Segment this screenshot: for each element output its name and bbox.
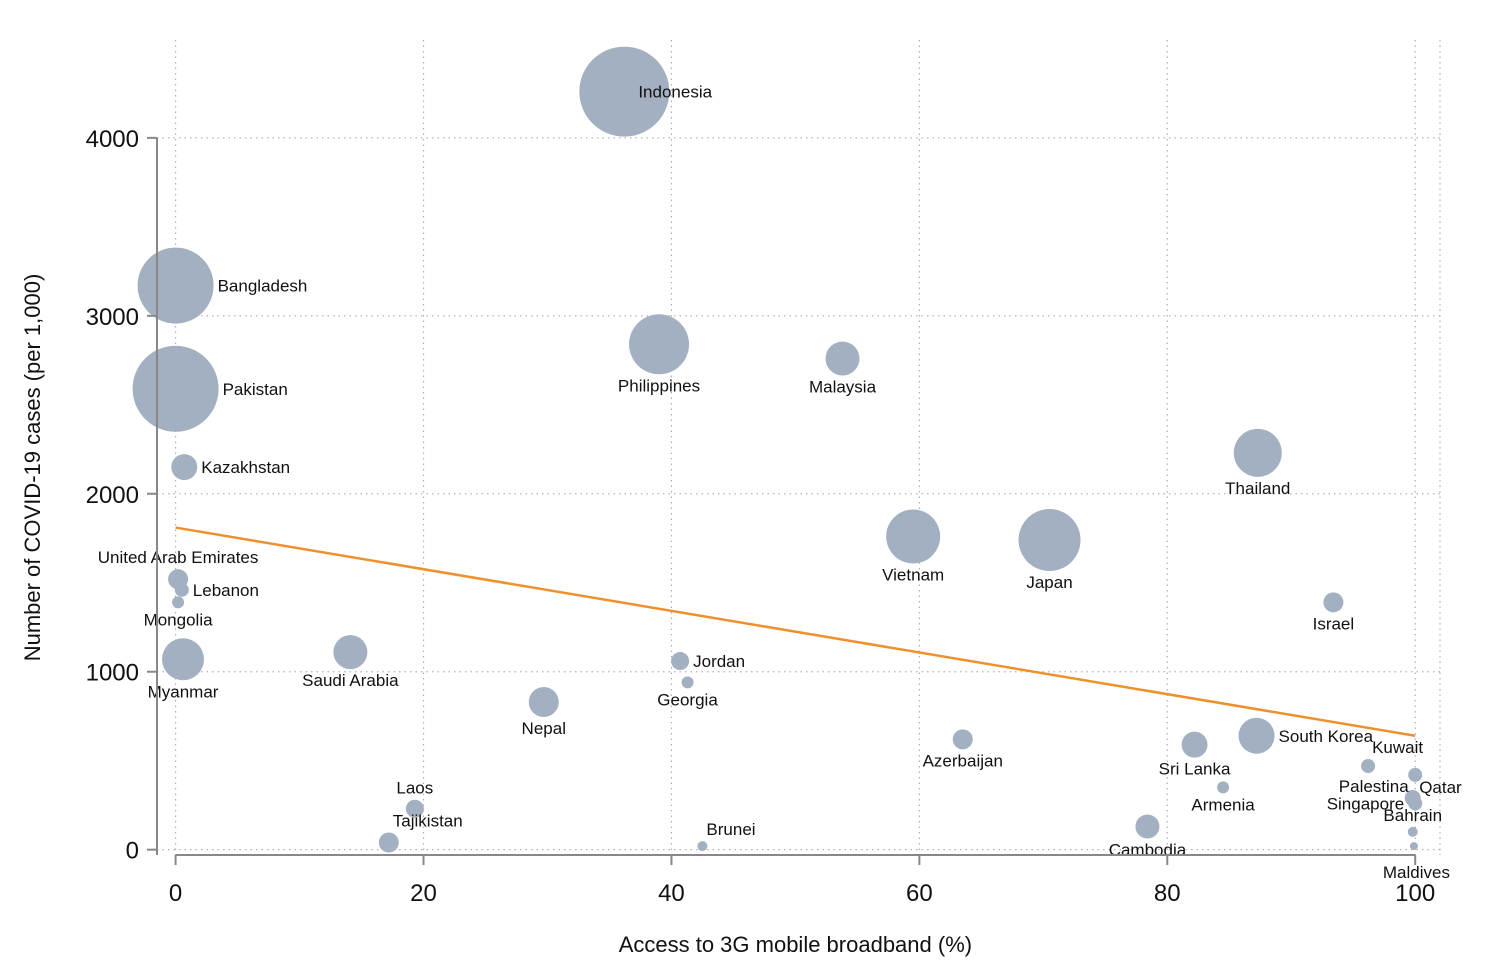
bubble-maldives <box>1409 842 1418 851</box>
bubble-label: Bahrain <box>1383 806 1442 825</box>
bubble-jordan <box>671 652 690 671</box>
bubble-label: Cambodia <box>1109 841 1187 860</box>
bubble-bangladesh <box>137 247 214 324</box>
bubble-label: South Korea <box>1279 727 1374 746</box>
bubble-georgia <box>681 676 694 689</box>
bubble-label: Qatar <box>1419 778 1462 797</box>
bubble-label: Pakistan <box>223 380 288 399</box>
bubble-saudi-arabia <box>333 635 368 670</box>
bubble-philippines <box>629 314 690 375</box>
x-tick-label: 60 <box>906 880 933 907</box>
bubble-tajikistan <box>378 832 399 853</box>
bubble-label: Saudi Arabia <box>302 671 399 690</box>
bubble-laos <box>405 799 424 818</box>
bubble-vietnam <box>886 509 941 564</box>
bubble-label: Jordan <box>693 652 745 671</box>
y-tick-label: 1000 <box>86 660 139 687</box>
bubble-israel <box>1323 592 1344 613</box>
bubble-brunei <box>697 841 708 852</box>
bubbles <box>132 46 1423 853</box>
bubble-nepal <box>528 686 559 717</box>
bubble-bahrain <box>1407 826 1418 837</box>
x-tick-label: 0 <box>169 880 182 907</box>
bubble-label: United Arab Emirates <box>98 548 259 567</box>
bubble-label: Israel <box>1313 614 1355 633</box>
axes: 0 1000 2000 3000 4000 0 20 40 60 80 100 <box>86 126 1436 907</box>
bubble-lebanon <box>174 582 189 597</box>
bubble-label: Philippines <box>618 376 700 395</box>
bubble-sri-lanka <box>1181 731 1208 758</box>
bubble-south-korea <box>1238 717 1275 754</box>
bubble-armenia <box>1217 781 1230 794</box>
y-tick-label: 3000 <box>86 304 139 331</box>
x-axis-title: Access to 3G mobile broadband (%) <box>619 932 972 957</box>
bubble-label: Mongolia <box>144 610 214 629</box>
bubble-labels: Indonesia Bangladesh Pakistan Philippines Ma… <box>98 83 1462 882</box>
bubble-label: Palestina <box>1339 777 1409 796</box>
bubble-label: Nepal <box>522 719 566 738</box>
bubble-label: Laos <box>396 779 433 798</box>
y-axis-title: Number of COVID-19 cases (per 1,000) <box>20 274 45 662</box>
bubble-label: Georgia <box>657 690 718 709</box>
bubble-label: Vietnam <box>882 565 944 584</box>
bubble-label: Azerbaijan <box>923 751 1003 770</box>
bubble-label: Kazakhstan <box>201 458 290 477</box>
bubble-label: Myanmar <box>148 682 219 701</box>
bubble-label: Bangladesh <box>218 277 308 296</box>
x-tick-label: 40 <box>658 880 685 907</box>
bubble-label: Armenia <box>1191 795 1255 814</box>
bubble-thailand <box>1233 428 1282 477</box>
bubble-indonesia <box>579 46 670 137</box>
y-tick-label: 0 <box>126 838 139 865</box>
x-tick-label: 20 <box>410 880 437 907</box>
x-tick-label: 80 <box>1154 880 1181 907</box>
bubble-qatar <box>1408 767 1423 782</box>
bubble-label: Sri Lanka <box>1159 760 1231 779</box>
bubble-kuwait <box>1361 759 1376 774</box>
bubble-malaysia <box>825 341 860 376</box>
bubble-mongolia <box>172 596 185 609</box>
bubble-label: Thailand <box>1225 479 1290 498</box>
bubble-myanmar <box>162 638 205 681</box>
bubble-japan <box>1018 509 1081 572</box>
x-tick-label: 100 <box>1395 880 1435 907</box>
y-tick-label: 4000 <box>86 126 139 153</box>
bubble-label: Lebanon <box>193 581 259 600</box>
grid <box>157 40 1441 855</box>
bubble-label: Indonesia <box>638 83 712 102</box>
bubble-label: Maldives <box>1383 863 1450 882</box>
bubble-pakistan <box>132 345 219 432</box>
bubble-label: Malaysia <box>809 378 877 397</box>
bubble-label: Kuwait <box>1372 738 1423 757</box>
trendline-group <box>175 526 1416 738</box>
bubble-kazakhstan <box>171 454 198 481</box>
bubble-azerbaijan <box>952 729 973 750</box>
bubble-singapore <box>1408 796 1423 811</box>
bubble-label: Tajikistan <box>393 812 463 831</box>
bubble-label: Brunei <box>706 820 755 839</box>
y-tick-label: 2000 <box>86 482 139 509</box>
bubble-label: Japan <box>1026 573 1072 592</box>
bubble-label: Singapore <box>1327 794 1405 813</box>
trend-line <box>175 526 1416 738</box>
bubble-cambodia <box>1135 814 1160 839</box>
